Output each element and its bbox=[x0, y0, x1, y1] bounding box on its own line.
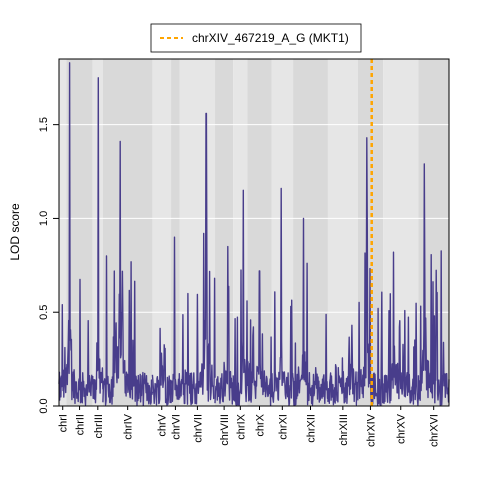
x-tick-label: chrXIII bbox=[338, 414, 350, 446]
x-tick-label: chrXV bbox=[396, 413, 408, 444]
x-tick-label: chrIV bbox=[123, 413, 135, 439]
x-tick-label: chrVIII bbox=[219, 414, 231, 446]
x-tick-label: chrXII bbox=[306, 414, 318, 443]
x-tick-label: chrIX bbox=[235, 413, 247, 439]
legend-label: chrXIV_467219_A_G (MKT1) bbox=[192, 31, 349, 45]
chromosome-band bbox=[328, 59, 358, 406]
x-tick-label: chrVI bbox=[170, 414, 182, 440]
y-axis-title: LOD score bbox=[8, 203, 22, 261]
x-tick-label: chrII bbox=[75, 414, 87, 435]
x-tick-label: chrV bbox=[157, 413, 169, 436]
x-tick-label: chrIII bbox=[93, 414, 105, 438]
x-tick-label: chrXI bbox=[277, 414, 289, 440]
x-tick-label: chrXVI bbox=[429, 414, 441, 447]
chromosome-band bbox=[215, 59, 233, 406]
y-tick-label: 1.0 bbox=[38, 211, 50, 226]
x-tick-label: chrVII bbox=[192, 414, 204, 443]
chromosome-band bbox=[103, 59, 153, 406]
legend: chrXIV_467219_A_G (MKT1) bbox=[151, 24, 361, 52]
x-tick-label: chrI bbox=[58, 414, 70, 432]
x-tick-label: chrXIV bbox=[365, 413, 377, 447]
y-tick-label: 0.0 bbox=[38, 398, 50, 413]
y-axis: 0.0 0.5 1.0 1.5 bbox=[38, 117, 59, 414]
y-tick-label: 0.5 bbox=[38, 305, 50, 320]
chromosome-band bbox=[293, 59, 328, 406]
x-axis: chrI chrII chrIII chrIV chrV chrVI chrVII chrVI… bbox=[58, 406, 441, 447]
x-tick-label: chrX bbox=[254, 413, 266, 436]
y-tick-label: 1.5 bbox=[38, 117, 50, 132]
